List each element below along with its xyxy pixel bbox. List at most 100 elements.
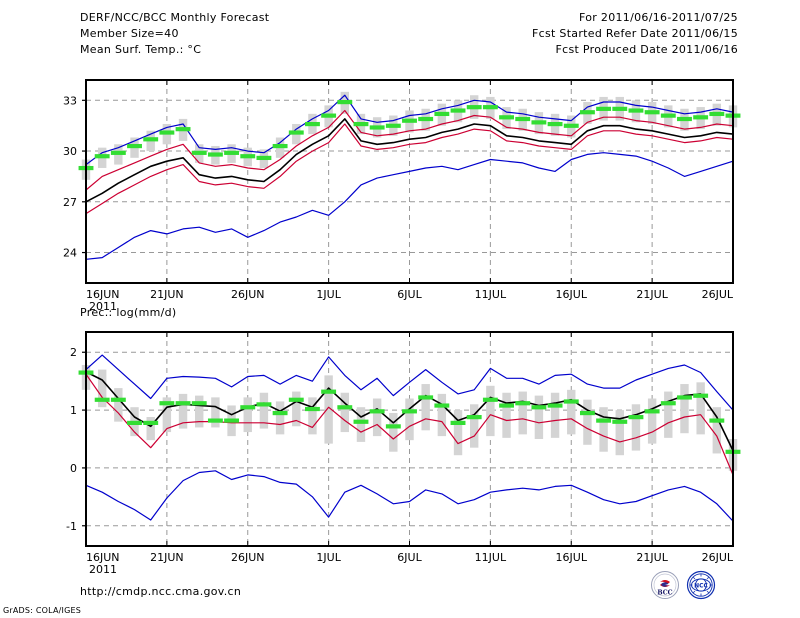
spread-bar [211,397,220,428]
median-marker [272,143,288,149]
x-axis-year-label: 2011 [89,563,117,576]
spread-bar [259,392,269,429]
median-marker [434,111,450,117]
spread-bar [324,375,333,444]
median-marker [418,116,434,122]
page-title: DERF/NCC/BCC Monthly Forecast [80,11,270,24]
median-marker [579,110,595,115]
median-marker [224,150,240,155]
series-ensemble-mean [85,118,734,203]
median-marker [240,154,256,159]
median-marker [143,137,159,142]
x-tick-label: 21JUN [150,288,184,301]
spread-bar [680,384,689,434]
y-tick-label: 27 [63,196,77,209]
spread-bar [469,404,479,448]
y-tick-label: 24 [63,247,77,260]
median-marker [353,419,369,424]
median-marker [450,108,466,113]
spread-bar [97,369,107,408]
x-tick-label: 26JUN [231,288,265,301]
median-marker [693,115,709,120]
x-tick-label: 11JUL [475,551,507,564]
temperature-plot: 24 27 30 33 16JUN 21JUN 26JUN 1JUL 6JUL 11JUL 16JU… [63,79,741,310]
series-upper-quartile [85,373,734,476]
median-marker [482,105,498,110]
x-tick-label: 21JUN [150,551,184,564]
bcc-logo-text: BCC [657,590,672,597]
spread-bar [162,397,172,433]
y-tick-label: -1 [66,520,77,533]
series-upper-quartile [85,109,734,191]
median-marker [385,424,401,429]
ncc-logo-text: NCC [694,582,708,589]
spread-bar [405,398,414,441]
median-marker [191,150,207,155]
median-marker [337,99,353,105]
median-marker [499,403,514,408]
median-marker [240,405,256,410]
median-marker [644,110,660,115]
median-marker [644,409,660,414]
median-marker [547,121,563,127]
spread-bar [518,391,527,435]
median-marker [418,395,434,400]
y-tick-label: 0 [70,462,77,475]
spread-bar [696,382,705,435]
median-marker [677,395,692,400]
spread-bar [308,397,317,435]
series-max [85,354,734,411]
median-marker [402,409,417,414]
spread-bar [583,399,592,445]
median-marker [660,401,676,406]
median-marker [305,121,320,127]
median-marker [628,108,644,113]
median-marker [321,113,337,118]
median-marker [175,401,191,406]
median-marker [321,389,337,394]
x-tick-label: 16JUN [86,288,120,301]
median-marker [547,403,563,408]
spread-bar [615,410,624,456]
median-marker [256,155,272,161]
series-lower-quartile [85,123,734,215]
ncc-logo: NCC [686,570,716,600]
precipitation-axis-title: Prec.: log(mm/d) [80,306,177,319]
median-marker [499,115,514,120]
spread-bar [243,397,252,433]
x-tick-label: 11JUL [475,288,507,301]
x-tick-label: 26JUN [231,551,265,564]
median-marker [110,397,126,402]
spread-bar [647,398,657,444]
median-marker [677,116,692,122]
x-tick-label: 1JUL [316,288,341,301]
median-marker [94,397,110,402]
median-marker [515,401,531,406]
median-marker [288,397,304,402]
median-marker [207,152,223,157]
spread-bar [502,392,511,438]
cmdp-url-link[interactable]: http://cmdp.ncc.cma.gov.cn [80,585,242,598]
x-tick-label: 26JUL [702,551,734,564]
median-marker [191,401,207,406]
median-marker [482,397,498,402]
member-size-label: Member Size=40 [80,27,179,40]
median-marker [385,123,401,128]
median-marker [612,106,628,111]
y-tick-label: 30 [63,145,77,158]
forecast-period-label: For 2011/06/16-2011/07/25 [579,11,738,24]
median-marker [110,150,126,155]
spread-bar [453,410,463,456]
median-marker [531,120,547,125]
spread-bar [421,384,430,431]
x-tick-label: 6JUL [397,288,422,301]
median-marker [256,402,272,407]
spread-bar [178,393,188,429]
median-marker [288,130,304,135]
precipitation-plot: -1 0 1 2 16JUN 21JUN 26JUN 1JUL 6JUL 11JUL 16JUL 21… [66,331,741,576]
median-marker [159,130,175,135]
median-marker [305,406,320,412]
median-marker [272,410,288,416]
median-marker [531,405,547,410]
